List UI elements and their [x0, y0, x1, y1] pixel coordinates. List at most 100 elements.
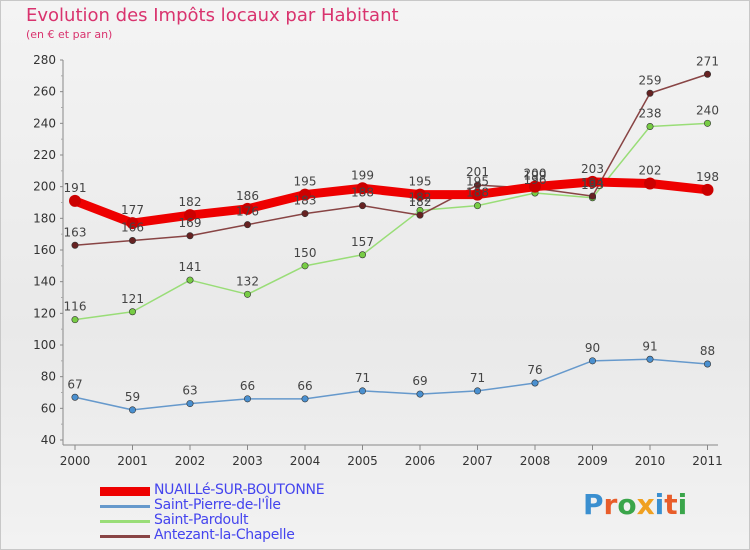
y-tick-label-280: 280: [33, 53, 56, 67]
data-label-nuaille-sur-boutonne-2008: 200: [524, 167, 547, 181]
y-tick-label-100: 100: [33, 338, 56, 352]
y-tick-label-160: 160: [33, 243, 56, 257]
point-saint-pardoult-2001[interactable]: [129, 308, 137, 316]
x-tick-label-2002: 2002: [175, 454, 206, 468]
data-label-saint-pierre-de-l-ile-2005: 71: [355, 371, 370, 385]
point-nuaille-sur-boutonne-2003[interactable]: [241, 202, 254, 215]
point-antezant-la-chapelle-2006[interactable]: [416, 211, 424, 219]
data-label-saint-pierre-de-l-ile-2010: 91: [642, 339, 657, 353]
data-label-nuaille-sur-boutonne-2005: 199: [351, 168, 374, 182]
point-saint-pardoult-2005[interactable]: [358, 251, 366, 259]
data-label-saint-pardoult-2004: 150: [294, 246, 317, 260]
point-antezant-la-chapelle-2001[interactable]: [129, 237, 137, 245]
data-label-saint-pardoult-2003: 132: [236, 274, 259, 288]
point-antezant-la-chapelle-2005[interactable]: [358, 202, 366, 210]
data-label-antezant-la-chapelle-2004: 183: [294, 194, 317, 208]
x-tick-label-2005: 2005: [347, 454, 378, 468]
point-saint-pierre-de-l-ile-2009[interactable]: [588, 357, 596, 365]
point-nuaille-sur-boutonne-2006[interactable]: [414, 188, 426, 201]
point-saint-pierre-de-l-ile-2002[interactable]: [186, 400, 194, 408]
point-saint-pierre-de-l-ile-2003[interactable]: [244, 395, 252, 403]
y-tick-label-180: 180: [33, 211, 56, 225]
point-nuaille-sur-boutonne-2004[interactable]: [299, 188, 311, 201]
legend-item-saint-pierre[interactable]: Saint-Pierre-de-l'Île: [100, 497, 400, 514]
point-nuaille-sur-boutonne-2011[interactable]: [701, 183, 714, 196]
x-tick-label-2011: 2011: [692, 454, 723, 468]
data-label-saint-pardoult-2001: 121: [121, 292, 144, 306]
logo-letter: t: [664, 488, 678, 521]
point-nuaille-sur-boutonne-2007[interactable]: [471, 188, 484, 201]
x-tick-label-2008: 2008: [520, 454, 551, 468]
point-antezant-la-chapelle-2003[interactable]: [244, 221, 252, 229]
data-label-nuaille-sur-boutonne-2004: 195: [294, 175, 317, 189]
point-nuaille-sur-boutonne-2002[interactable]: [184, 209, 196, 222]
point-saint-pierre-de-l-ile-2010[interactable]: [646, 355, 654, 363]
x-tick-label-2006: 2006: [405, 454, 436, 468]
point-antezant-la-chapelle-2011[interactable]: [703, 70, 711, 78]
data-label-saint-pierre-de-l-ile-2011: 88: [700, 344, 715, 358]
point-saint-pierre-de-l-ile-2004[interactable]: [301, 395, 309, 403]
data-label-antezant-la-chapelle-2007: 201: [466, 165, 489, 179]
point-nuaille-sur-boutonne-2000[interactable]: [69, 194, 81, 207]
axis-ticks: 40 60 80 100 120 140 160 180 200 220 240 260 280 2000…: [33, 53, 723, 468]
point-saint-pierre-de-l-ile-2000[interactable]: [71, 393, 79, 401]
point-saint-pierre-de-l-ile-2005[interactable]: [358, 387, 366, 395]
x-tick-label-2010: 2010: [635, 454, 666, 468]
data-label-saint-pierre-de-l-ile-2003: 66: [240, 379, 255, 393]
point-saint-pierre-de-l-ile-2007[interactable]: [473, 387, 481, 395]
point-nuaille-sur-boutonne-2001[interactable]: [126, 217, 139, 230]
point-antezant-la-chapelle-2007[interactable]: [473, 181, 481, 189]
y-tick-label-240: 240: [33, 116, 56, 130]
x-tick-label-2000: 2000: [60, 454, 91, 468]
point-antezant-la-chapelle-2009[interactable]: [588, 192, 596, 200]
data-label-saint-pardoult-2009: 193: [581, 178, 604, 192]
point-saint-pardoult-2000[interactable]: [71, 316, 79, 324]
logo-letter: o: [617, 488, 637, 521]
data-label-saint-pierre-de-l-ile-2000: 67: [67, 377, 82, 391]
x-tick-label-2003: 2003: [232, 454, 263, 468]
x-tick-label-2001: 2001: [117, 454, 148, 468]
legend-label-antezant: Antezant-la-Chapelle: [154, 527, 295, 543]
point-saint-pardoult-2004[interactable]: [301, 262, 309, 270]
data-label-antezant-la-chapelle-2008: 199: [524, 168, 547, 182]
data-label-saint-pardoult-2010: 238: [639, 107, 662, 121]
logo-letter: x: [636, 488, 655, 521]
data-label-antezant-la-chapelle-2006: 182: [409, 195, 432, 209]
y-tick-label-200: 200: [33, 180, 56, 194]
point-saint-pierre-de-l-ile-2011[interactable]: [703, 360, 711, 368]
data-label-saint-pierre-de-l-ile-2001: 59: [125, 390, 140, 404]
point-saint-pardoult-2002[interactable]: [186, 276, 194, 284]
point-antezant-la-chapelle-2010[interactable]: [646, 89, 654, 97]
y-tick-label-60: 60: [41, 401, 56, 415]
series-lines: [69, 70, 714, 414]
x-tick-label-2007: 2007: [462, 454, 493, 468]
point-antezant-la-chapelle-2004[interactable]: [301, 210, 309, 218]
data-label-nuaille-sur-boutonne-2010: 202: [639, 164, 662, 178]
point-antezant-la-chapelle-2000[interactable]: [71, 241, 79, 249]
point-saint-pardoult-2007[interactable]: [473, 202, 481, 210]
point-saint-pardoult-2011[interactable]: [703, 119, 711, 127]
line-chart: 40 60 80 100 120 140 160 180 200 220 240 260 280 2000…: [33, 53, 723, 468]
data-label-nuaille-sur-boutonne-2003: 186: [236, 189, 259, 203]
legend-swatch-nuaille: [100, 487, 150, 496]
legend-item-antezant[interactable]: Antezant-la-Chapelle: [100, 527, 400, 544]
point-saint-pierre-de-l-ile-2006[interactable]: [416, 390, 424, 398]
y-tick-label-140: 140: [33, 275, 56, 289]
point-nuaille-sur-boutonne-2010[interactable]: [644, 177, 656, 190]
legend-item-saint-pardoult[interactable]: Saint-Pardoult: [100, 512, 400, 529]
legend-item-nuaille[interactable]: NUAILLé-SUR-BOUTONNE: [100, 482, 400, 499]
point-nuaille-sur-boutonne-2008[interactable]: [529, 180, 541, 193]
point-saint-pierre-de-l-ile-2001[interactable]: [129, 406, 137, 414]
point-saint-pardoult-2010[interactable]: [646, 123, 654, 131]
point-nuaille-sur-boutonne-2009[interactable]: [586, 175, 599, 188]
proxiti-logo: Proxiti: [583, 488, 687, 521]
point-saint-pierre-de-l-ile-2008[interactable]: [531, 379, 539, 387]
point-antezant-la-chapelle-2002[interactable]: [186, 232, 194, 240]
logo-letter: i: [654, 488, 665, 521]
point-saint-pardoult-2003[interactable]: [244, 290, 252, 298]
legend-label-saint-pardoult: Saint-Pardoult: [154, 512, 249, 528]
data-label-saint-pardoult-2006: 182: [409, 190, 432, 204]
point-nuaille-sur-boutonne-2005[interactable]: [356, 182, 369, 195]
legend-label-nuaille: NUAILLé-SUR-BOUTONNE: [154, 482, 325, 498]
data-label-saint-pierre-de-l-ile-2007: 71: [470, 371, 485, 385]
